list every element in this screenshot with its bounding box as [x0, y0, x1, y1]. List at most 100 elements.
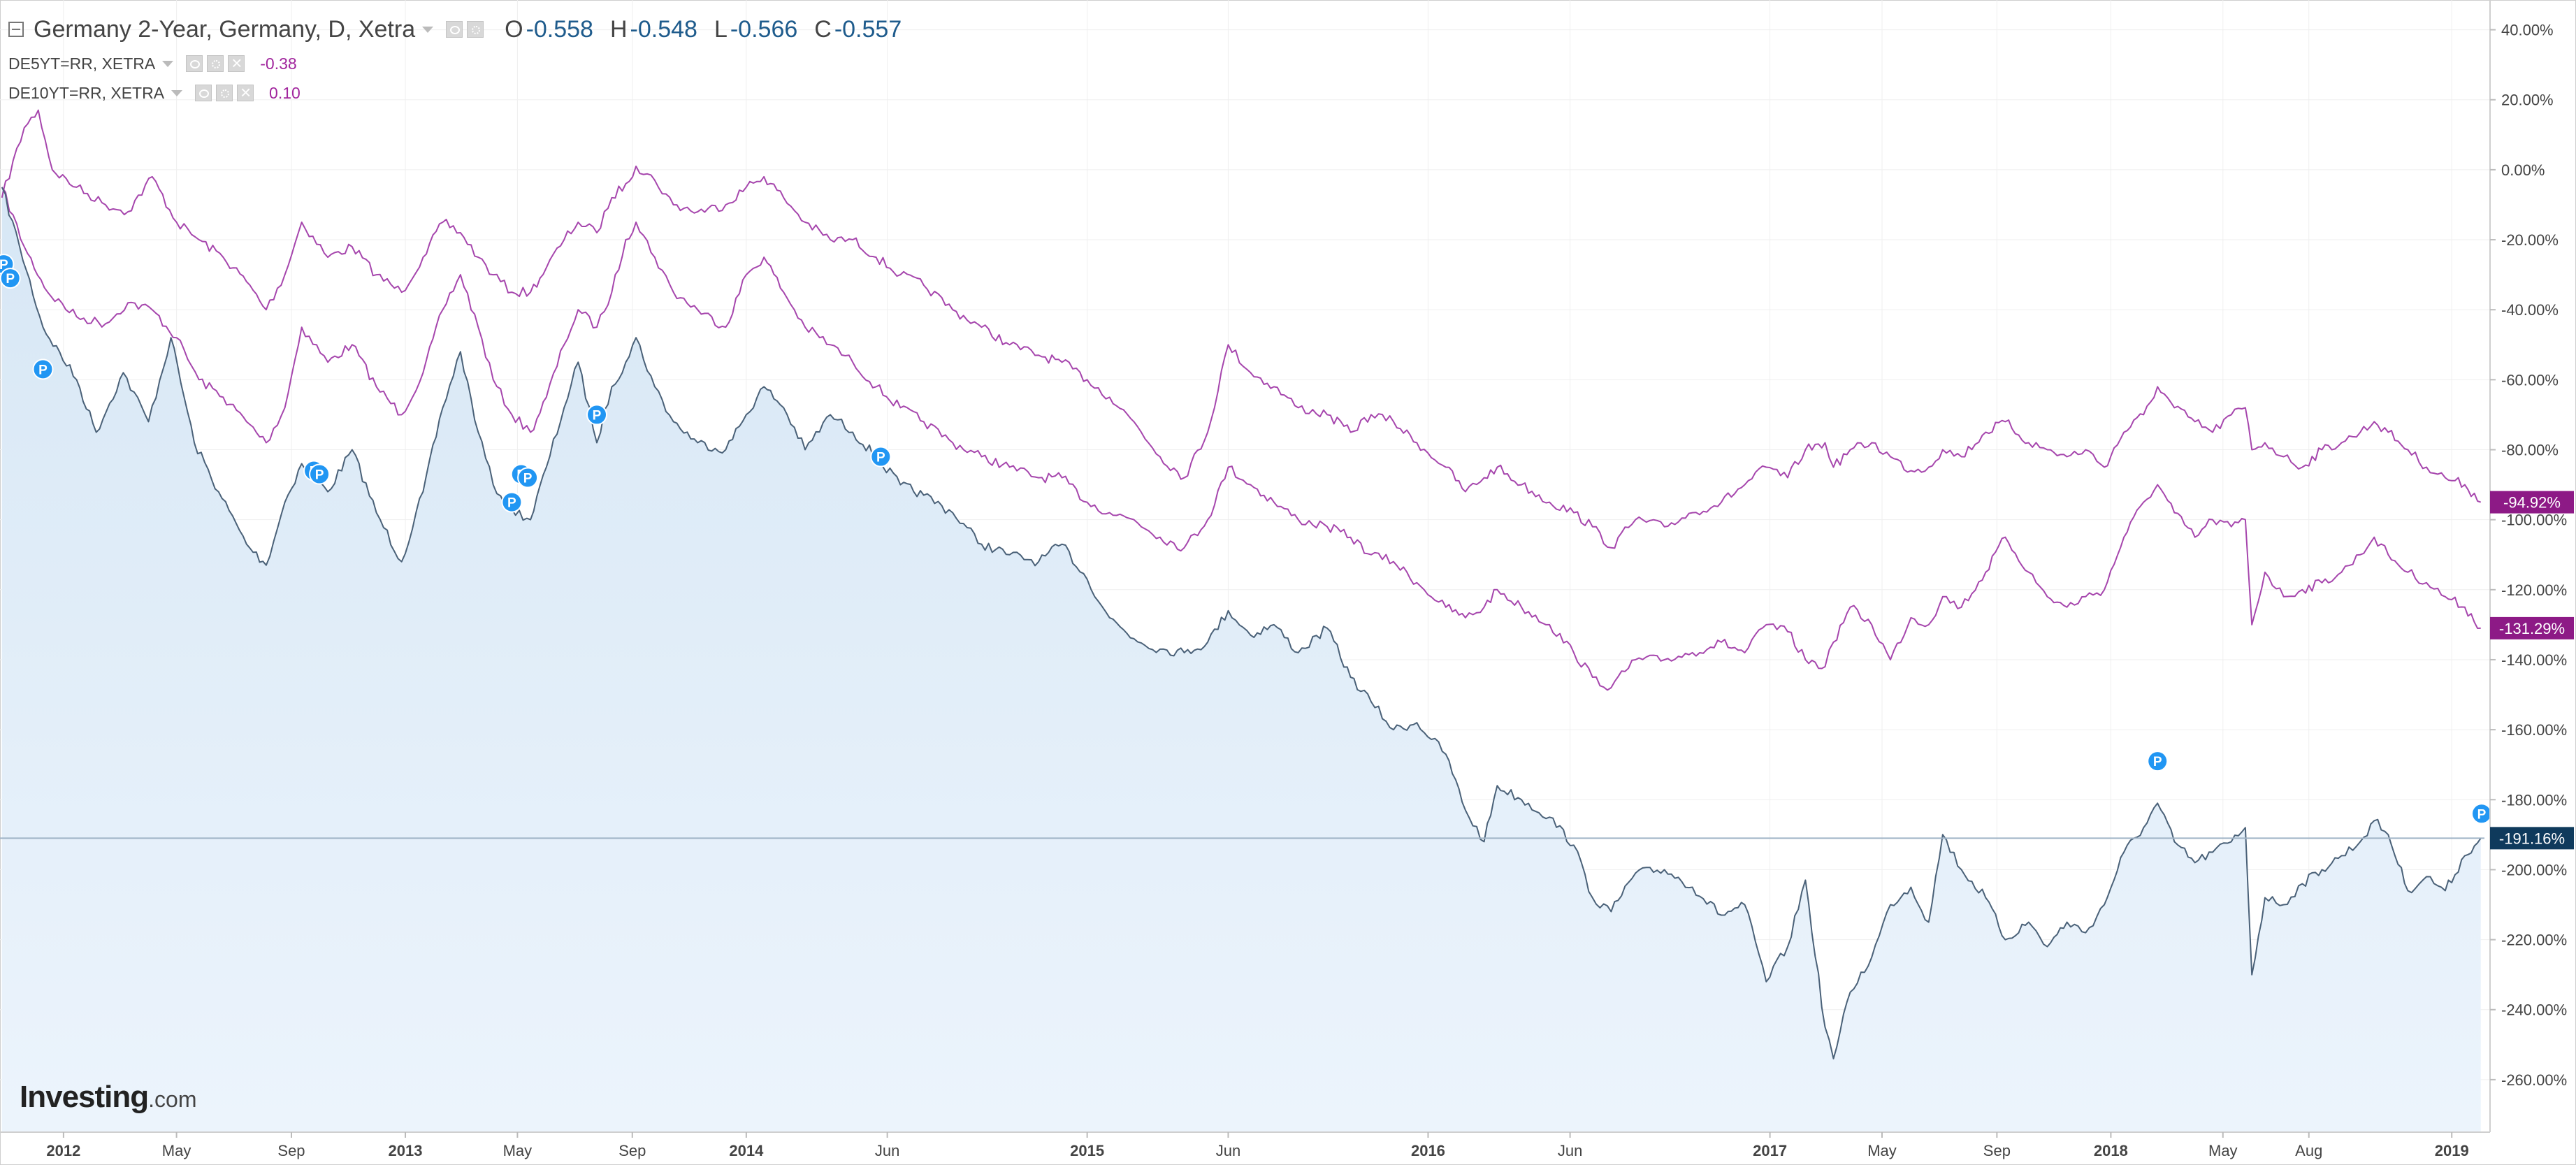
last-value-badge: -191.16%	[2490, 827, 2574, 850]
study-series-line	[1, 109, 2482, 549]
open-value: -0.558	[526, 15, 593, 43]
x-tick-label: 2016	[1411, 1142, 1445, 1159]
p-marker[interactable]: P	[32, 359, 54, 380]
x-tick-label: 2014	[729, 1142, 764, 1159]
last-value-badge: -94.92%	[2490, 491, 2574, 514]
x-tick-label: May	[1867, 1142, 1897, 1159]
x-tick-label: Sep	[618, 1142, 646, 1159]
p-marker-circle	[2147, 751, 2169, 772]
chevron-down-icon[interactable]	[162, 60, 174, 67]
x-tick-label: 2013	[389, 1142, 423, 1159]
p-marker-label: P	[876, 451, 885, 465]
y-tick-label: -180.00%	[2501, 791, 2567, 809]
badge-text: -191.16%	[2499, 830, 2565, 847]
markers-layer: PPPPPPPPPPPP	[0, 254, 2492, 825]
y-tick-label: -100.00%	[2501, 512, 2567, 529]
legend-study-row[interactable]: DE10YT=RR, XETRA 0.10	[8, 78, 902, 108]
study-name: DE5YT=RR, XETRA	[8, 54, 156, 73]
badge-background	[2490, 827, 2574, 850]
main-series-line	[1, 187, 2482, 1059]
open-label: O	[505, 15, 523, 43]
x-tick-label: Jun	[875, 1142, 899, 1159]
close-label: C	[814, 15, 832, 43]
close-icon[interactable]	[228, 52, 245, 74]
eye-icon[interactable]	[446, 21, 463, 38]
y-tick-label: -200.00%	[2501, 861, 2567, 878]
p-marker-circle	[32, 359, 54, 380]
x-tick-label: May	[162, 1142, 191, 1159]
last-value-badge: -131.29%	[2490, 616, 2574, 639]
close-icon[interactable]	[237, 82, 254, 103]
y-tick-label: -60.00%	[2501, 371, 2559, 389]
p-marker-circle	[2470, 803, 2492, 825]
p-marker-label: P	[593, 408, 602, 423]
y-tick-label: -140.00%	[2501, 651, 2567, 669]
x-tick-label: May	[2208, 1142, 2238, 1159]
y-tick-label: -80.00%	[2501, 441, 2559, 458]
x-tick-label: Sep	[1983, 1142, 2011, 1159]
study-series-line	[1, 187, 2481, 691]
p-marker[interactable]: P	[586, 404, 608, 426]
p-marker-circle	[517, 467, 539, 489]
x-tick-label: Jun	[1558, 1142, 1582, 1159]
p-marker[interactable]: P	[0, 268, 21, 289]
x-tick-label: Aug	[2295, 1142, 2322, 1159]
eye-icon[interactable]	[195, 85, 212, 101]
p-marker-circle	[870, 446, 892, 468]
eye-icon[interactable]	[186, 55, 203, 72]
x-tick-label: May	[503, 1142, 533, 1159]
gear-icon[interactable]	[467, 21, 484, 38]
p-marker-label: P	[523, 472, 533, 486]
p-marker[interactable]: P	[870, 446, 892, 468]
x-axis: 2012 May Sep 2013 May Sep 2014 Jun 2015 Jun 2016 Ju…	[46, 1132, 2469, 1159]
gear-icon[interactable]	[216, 85, 233, 101]
chevron-down-icon[interactable]	[171, 89, 183, 96]
x-tick-label: 2018	[2094, 1142, 2128, 1159]
p-marker-label: P	[315, 468, 324, 483]
p-marker-label: P	[38, 363, 48, 377]
p-marker-label: P	[2153, 755, 2162, 769]
p-marker-circle	[501, 491, 523, 513]
close-value: -0.557	[834, 15, 902, 43]
series-layer	[0, 109, 2484, 1132]
logo-brand: Investing	[20, 1080, 149, 1114]
p-marker[interactable]: P	[2147, 751, 2169, 772]
p-marker-circle	[586, 404, 608, 426]
logo-suffix: .com	[148, 1087, 197, 1112]
main-symbol-title: Germany 2-Year, Germany, D, Xetra	[34, 15, 416, 43]
y-axis: 40.00% 20.00% 0.00% -20.00% -40.00% -60.00% -8…	[2490, 22, 2567, 1089]
badge-text: -94.92%	[2503, 494, 2561, 512]
last-value-badges: -94.92% -131.29% -191.16%	[2490, 491, 2574, 850]
study-value: -0.38	[260, 54, 297, 73]
low-value: -0.566	[730, 15, 798, 43]
x-tick-label: 2015	[1070, 1142, 1104, 1159]
p-marker-label: P	[2477, 807, 2487, 822]
legend-main-row[interactable]: Germany 2-Year, Germany, D, Xetra O -0.5…	[8, 10, 902, 49]
x-tick-label: 2019	[2435, 1142, 2469, 1159]
p-marker[interactable]: P	[2470, 803, 2492, 825]
legend-study-row[interactable]: DE5YT=RR, XETRA -0.38	[8, 49, 902, 78]
p-marker[interactable]: P	[517, 467, 539, 489]
x-tick-label: Sep	[277, 1142, 305, 1159]
y-tick-label: -120.00%	[2501, 581, 2567, 599]
y-tick-label: -160.00%	[2501, 721, 2567, 739]
p-marker[interactable]: P	[501, 491, 523, 513]
y-tick-label: -260.00%	[2501, 1071, 2567, 1089]
badge-text: -131.29%	[2499, 620, 2565, 637]
badge-background	[2490, 616, 2574, 639]
x-tick-label: 2017	[1753, 1142, 1787, 1159]
gear-icon[interactable]	[207, 55, 224, 72]
y-tick-label: 20.00%	[2501, 92, 2554, 109]
y-tick-label: 0.00%	[2501, 161, 2545, 179]
collapse-icon[interactable]	[8, 22, 24, 37]
p-marker-circle	[309, 463, 331, 485]
y-tick-label: -20.00%	[2501, 231, 2559, 249]
p-marker[interactable]: P	[309, 463, 331, 485]
high-value: -0.548	[630, 15, 697, 43]
badge-background	[2490, 491, 2574, 514]
chevron-down-icon[interactable]	[422, 26, 434, 33]
y-tick-label: -40.00%	[2501, 301, 2559, 319]
x-tick-label: 2012	[46, 1142, 80, 1159]
p-marker-circle	[0, 268, 21, 289]
